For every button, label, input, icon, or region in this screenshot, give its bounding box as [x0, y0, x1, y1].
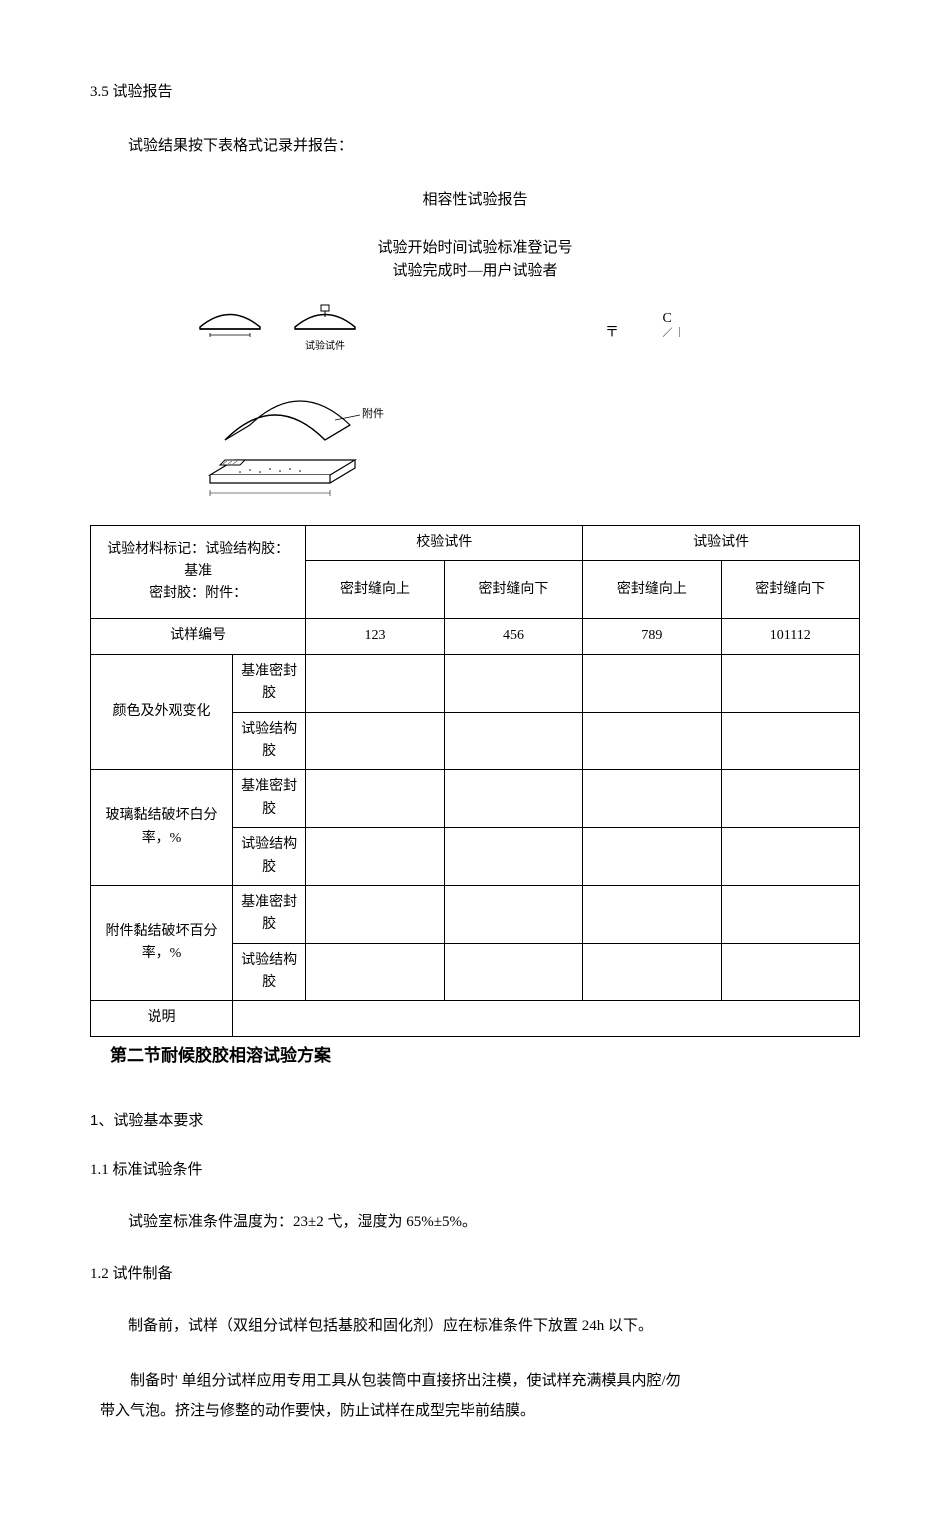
dome-diagram-1 [190, 297, 270, 355]
row-glass-label: 玻璃黏结破坏白分率，% [91, 770, 233, 886]
sample-1: 123 [306, 619, 444, 654]
row-attach-test: 试验结构胶 [233, 943, 306, 1001]
row-attach-base: 基准密封胶 [233, 885, 306, 943]
cell [583, 828, 721, 886]
cell [721, 654, 859, 712]
para-1-2a: 制备前，试样（双组分试样包括基胶和固化剂）应在标准条件下放置 24h 以下。 [128, 1311, 860, 1341]
cell [444, 712, 582, 770]
cell [306, 654, 444, 712]
cell [583, 885, 721, 943]
notes-label: 说明 [91, 1001, 233, 1036]
report-table: 试验材料标记：试验结构胶：基准密封胶：附件： 校验试件 试验试件 密封缝向上 密… [90, 525, 860, 1037]
cell [583, 943, 721, 1001]
cell [444, 885, 582, 943]
diagram-3d: 附件 [190, 365, 860, 505]
cell [306, 828, 444, 886]
notes-cell [233, 1001, 860, 1036]
sub-seal-up-2: 密封缝向上 [583, 561, 721, 619]
cell [721, 712, 859, 770]
sample-no-label: 试样编号 [91, 619, 306, 654]
row-color-label: 颜色及外观变化 [91, 654, 233, 770]
sample-3: 789 [583, 619, 721, 654]
para-1-2b: 制备时' 单组分试样应用专用工具从包装筒中直接挤出注模，使试样充满模具内腔/勿 … [100, 1366, 860, 1426]
report-title: 相容性试验报告 [90, 188, 860, 212]
orientation-symbols: 〒 C ／｜ [605, 308, 692, 345]
heading-1: 1、试验基本要求 [90, 1109, 860, 1133]
cell [444, 770, 582, 828]
meta-line-2: 试验完成时—用户试验者 [392, 263, 557, 279]
cell [721, 943, 859, 1001]
report-meta: 试验开始时间试验标准登记号 试验完成时—用户试验者 [90, 237, 860, 282]
cell [721, 770, 859, 828]
section-2-title: 第二节耐候胶胶相溶试验方案 [110, 1042, 860, 1069]
cell [444, 828, 582, 886]
sub-seal-down-2: 密封缝向下 [721, 561, 859, 619]
cell [306, 770, 444, 828]
material-label-cell: 试验材料标记：试验结构胶：基准密封胶：附件： [91, 526, 306, 619]
cell [306, 885, 444, 943]
diagram-row-1: 试验试件 〒 C ／｜ [90, 297, 860, 355]
row-color-test: 试验结构胶 [233, 712, 306, 770]
sample-4: 101112 [721, 619, 859, 654]
row-glass-test: 试验结构胶 [233, 828, 306, 886]
heading-1-2: 1.2 试件制备 [90, 1262, 860, 1286]
cell [583, 654, 721, 712]
cell [444, 654, 582, 712]
cell [721, 885, 859, 943]
row-glass-base: 基准密封胶 [233, 770, 306, 828]
row-color-base: 基准密封胶 [233, 654, 306, 712]
row-attach-label: 附件黏结破坏百分率，% [91, 885, 233, 1001]
heading-1-1: 1.1 标准试验条件 [90, 1158, 860, 1182]
svg-text:附件: 附件 [362, 406, 384, 420]
cell [306, 943, 444, 1001]
dome-diagram-2: 试验试件 [285, 297, 365, 355]
section-35-heading: 3.5 试验报告 [90, 80, 860, 104]
cell [583, 770, 721, 828]
para-1-1: 试验室标准条件温度为：23±2 弋，湿度为 65%±5%。 [128, 1207, 860, 1237]
sub-seal-up-1: 密封缝向上 [306, 561, 444, 619]
cell [583, 712, 721, 770]
symbol-down-icon: 〒 [605, 325, 639, 340]
col-check-header: 校验试件 [306, 526, 583, 561]
col-test-header: 试验试件 [583, 526, 860, 561]
sample-2: 456 [444, 619, 582, 654]
cell [721, 828, 859, 886]
cell [444, 943, 582, 1001]
sub-seal-down-1: 密封缝向下 [444, 561, 582, 619]
diagram-2-label: 试验试件 [285, 339, 365, 355]
cell [306, 712, 444, 770]
meta-line-1: 试验开始时间试验标准登记号 [377, 240, 572, 256]
intro-text: 试验结果按下表格式记录并报告： [128, 134, 860, 158]
